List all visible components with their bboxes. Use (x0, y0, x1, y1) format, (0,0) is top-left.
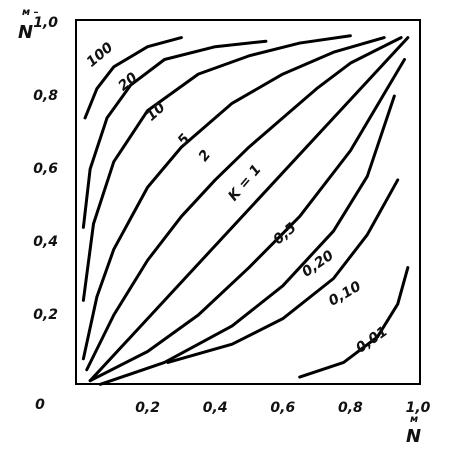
curve-label: 0,5 (270, 220, 299, 248)
curve-label: 0,20 (299, 247, 337, 280)
curve (85, 36, 403, 372)
y-tick-label: 0,6 (33, 161, 58, 177)
curve-label: 10 (143, 99, 168, 124)
curve (81, 34, 352, 302)
x-tick-label: 0,4 (203, 400, 228, 416)
x-tick-label: 0,6 (270, 400, 295, 416)
curve (81, 39, 268, 229)
curve-label: 5 (175, 131, 194, 149)
curve-label: 2 (196, 147, 215, 165)
curve (88, 36, 410, 383)
x-tick-label: 0,2 (135, 400, 160, 416)
curve-label: 0,01 (353, 324, 390, 357)
curve (88, 58, 406, 383)
curve-label: 0,10 (326, 278, 364, 309)
x-tick-label: 0,8 (338, 400, 363, 416)
curve (81, 36, 386, 361)
x-axis-label-top: м (410, 414, 418, 425)
curve-label: 100 (84, 39, 117, 70)
curve (298, 266, 410, 379)
y-axis-label-top: м – (22, 7, 39, 18)
y-tick-label: 0,8 (33, 88, 58, 104)
curve (83, 36, 183, 120)
y-axis-label: N (18, 22, 33, 43)
x-axis-label: N (406, 426, 421, 447)
curve (166, 178, 400, 364)
x-tick-label: 1,0 (406, 400, 431, 416)
y-tick-label: 1,0 (33, 15, 58, 31)
y-tick-label: 0,4 (33, 234, 58, 250)
curve-label: 20 (115, 69, 140, 94)
curve (98, 94, 396, 386)
y-tick-label: 0,2 (33, 307, 58, 323)
x-tick-label: 0 (35, 397, 45, 413)
plot-frame (75, 19, 421, 385)
